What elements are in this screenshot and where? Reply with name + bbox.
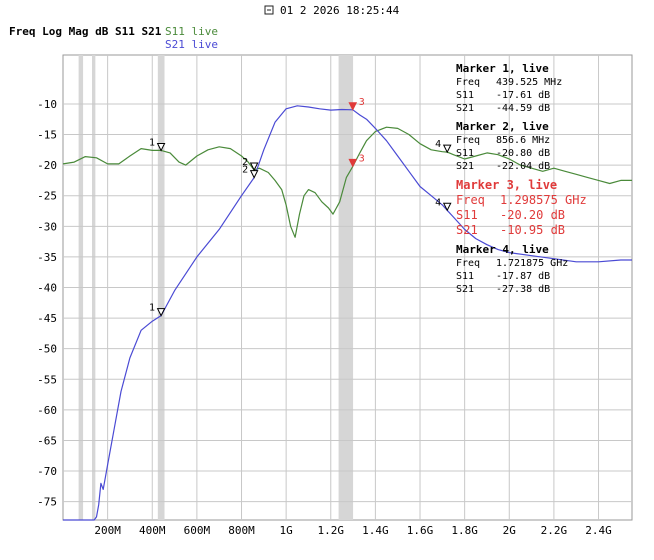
y-tick-label: -20 (37, 159, 57, 172)
marker-panel-title: Marker 2, live (456, 120, 549, 133)
y-tick-label: -45 (37, 312, 57, 325)
marker-panel-s11-label: S11 (456, 90, 474, 101)
marker-4-s11-point (442, 144, 452, 154)
marker-3-s11-point (348, 158, 358, 168)
marker-3-s21-point (348, 102, 358, 111)
marker-panel-freq-label: Freq (456, 135, 480, 146)
marker-panel-s21-label: S21 (456, 223, 478, 237)
y-tick-label: -15 (37, 129, 57, 142)
x-tick-label: 400M (139, 524, 166, 537)
marker-panel-title: Marker 4, live (456, 243, 549, 256)
marker-panel-s11-label: S11 (456, 208, 478, 222)
x-tick-label: 1G (280, 524, 293, 537)
marker-panels: Marker 1, live Freq 439.525 MHz S11 -17.61 d… (456, 62, 587, 295)
y-tick-label: -65 (37, 434, 57, 447)
marker-panel-freq-value: 439.525 MHz (496, 77, 562, 88)
markers: 1 1 22 3 3 4 4 (149, 97, 452, 317)
marker-1-s21-label: 1 (149, 303, 155, 314)
marker-panel-s21-label: S21 (456, 284, 474, 295)
legend-entry: S11 live (165, 25, 218, 38)
marker-4-s11-label: 4 (435, 139, 441, 150)
x-tick-label: 2.2G (541, 524, 568, 537)
marker-panel-s11-value: -17.87 dB (496, 271, 550, 282)
y-tick-label: -10 (37, 98, 57, 111)
marker-panel-freq-label: Freq (456, 193, 485, 207)
x-tick-label: 800M (228, 524, 255, 537)
y-tick-label: -55 (37, 373, 57, 386)
y-tick-label: -70 (37, 465, 57, 478)
series-lines (62, 105, 632, 521)
s11-line (62, 126, 632, 238)
marker-panel-s21-value: -10.95 dB (500, 223, 565, 237)
x-tick-label: 1.2G (318, 524, 345, 537)
marker-panel-4: Marker 4, live Freq 1.721875 GHz S11 -17.87 … (456, 243, 568, 295)
marker-panel-s11-value: -20.80 dB (496, 148, 550, 159)
marker-panel-freq-label: Freq (456, 258, 480, 269)
y-tick-label: -35 (37, 251, 57, 264)
marker-panel-title: Marker 1, live (456, 62, 549, 75)
marker-panel-freq-value: 1.721875 GHz (496, 258, 568, 269)
marker-3-s11-label: 3 (359, 153, 365, 164)
chart-title: Freq Log Mag dB S11 S21 (9, 25, 162, 38)
marker-4-s21-label: 4 (435, 197, 441, 208)
marker-panel-s21-value: -27.38 dB (496, 284, 550, 295)
marker-panel-s11-value: -20.20 dB (500, 208, 565, 222)
marker-2-s11-label: 2 (242, 157, 248, 168)
window-icon[interactable] (264, 5, 274, 15)
marker-2-s21-point (249, 170, 259, 179)
marker-panel-s21-label: S21 (456, 161, 474, 172)
legend-entry: S21 live (165, 38, 218, 51)
x-tick-label: 1.4G (362, 524, 389, 537)
marker-panel-s21-value: -22.04 dB (496, 161, 550, 172)
x-axis: 200M 400M 600M 800M 1G 1.2G 1.4G 1.6G 1.8G 2G 2.2G… (94, 524, 611, 537)
marker-3-s21-label: 3 (359, 97, 365, 108)
y-tick-label: -75 (37, 496, 57, 509)
y-tick-label: -40 (37, 282, 57, 295)
x-tick-label: 200M (94, 524, 121, 537)
y-axis: -10 -15 -20 -25 -30 -35 -40 -45 -50 -55 -60 -65 -70 -… (37, 98, 57, 509)
x-tick-label: 1.8G (451, 524, 478, 537)
marker-1-s11-point (156, 143, 166, 152)
marker-4-s21-point (442, 202, 452, 212)
y-tick-label: -30 (37, 220, 57, 233)
marker-panel-title: Marker 3, live (456, 178, 557, 192)
marker-panel-s11-label: S11 (456, 148, 474, 159)
x-tick-label: 600M (184, 524, 211, 537)
marker-2-s11-point (249, 162, 259, 172)
marker-panel-freq-label: Freq (456, 77, 480, 88)
x-tick-label: 1.6G (407, 524, 434, 537)
marker-panel-s21-value: -44.59 dB (496, 103, 550, 114)
y-tick-label: -50 (37, 343, 57, 356)
marker-panel-s21-label: S21 (456, 103, 474, 114)
marker-panel-1: Marker 1, live Freq 439.525 MHz S11 -17.61 d… (456, 62, 562, 114)
marker-1-s11-label: 1 (149, 138, 155, 149)
marker-panel-s11-value: -17.61 dB (496, 90, 550, 101)
header-timestamp: 01 2 2026 18:25:44 (280, 4, 400, 17)
grid (63, 55, 632, 520)
marker-panel-freq-value: 856.6 MHz (496, 135, 550, 146)
y-tick-label: -25 (37, 190, 57, 203)
marker-panel-s11-label: S11 (456, 271, 474, 282)
marker-1-s21-point (156, 308, 166, 317)
marker-2-s21-label: 2 (242, 165, 248, 176)
x-tick-label: 2G (503, 524, 516, 537)
x-tick-label: 2.4G (585, 524, 612, 537)
y-tick-label: -60 (37, 404, 57, 417)
marker-panel-freq-value: 1.298575 GHz (500, 193, 587, 207)
s21-line (63, 105, 632, 521)
marker-panel-2: Marker 2, live Freq 856.6 MHz S11 -20.80 dB S… (456, 120, 550, 172)
